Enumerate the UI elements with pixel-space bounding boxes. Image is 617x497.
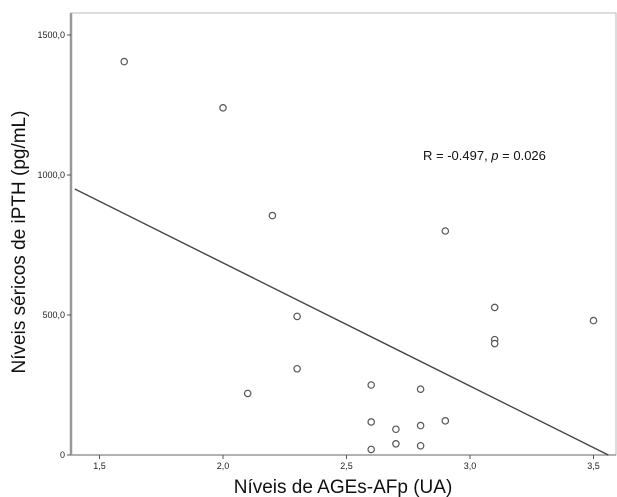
plot-frame [70,12,617,456]
regression-line [74,188,609,456]
x-tick-label: 3,5 [587,461,600,471]
annotation-prefix: R = -0.497, [423,148,491,163]
data-point [441,417,450,425]
y-ticks: 0 500,0 1000,0 1500,0 [37,30,71,460]
x-tick-label: 1,5 [93,461,106,471]
annotation-p-symbol: p [490,148,498,163]
data-point [268,211,277,220]
y-axis-title: Níveis séricos de iPTH (pg/mL) [9,111,30,374]
x-axis-title: Níveis de AGEs-AFp (UA) [234,477,453,497]
data-point [367,381,376,389]
x-tick-label: 2,5 [340,461,353,471]
fit-line-group [74,188,609,456]
data-point [219,104,227,112]
data-point [416,421,425,430]
data-point [490,303,499,312]
data-point [243,389,252,398]
data-point [392,425,400,434]
data-point [293,364,301,373]
data-point [490,339,499,348]
x-ticks: 1,5 2,0 2,5 3,0 3,5 [93,455,600,471]
data-point [367,445,376,454]
y-tick-label: 1500,0 [37,30,65,40]
data-point [416,385,425,394]
annotation-suffix: = 0.026 [499,148,546,163]
y-tick-label: 500,0 [42,310,65,320]
x-tick-label: 3,0 [464,461,477,471]
data-point [293,312,301,321]
data-point [392,439,400,448]
y-tick-label: 0 [60,450,65,460]
points-group [120,57,598,454]
data-point [120,57,129,66]
data-point [589,316,598,325]
correlation-annotation: R = -0.497, p = 0.026 [423,148,546,163]
y-tick-label: 1000,0 [37,170,65,180]
data-point [441,227,450,235]
data-point [367,418,376,426]
data-point [416,441,425,450]
x-tick-label: 2,0 [217,461,230,471]
